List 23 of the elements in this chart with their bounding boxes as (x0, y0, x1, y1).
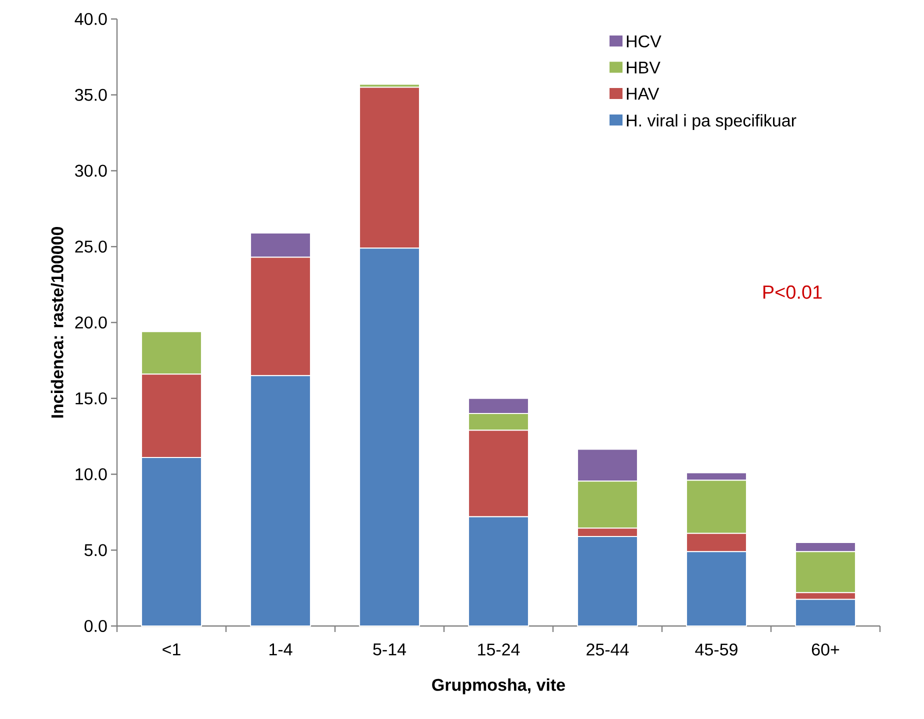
y-tick-label: 10.0 (76, 468, 107, 480)
legend-label: HCV (626, 35, 662, 48)
annotation: P<0.01 (763, 285, 822, 299)
x-tick-label: <1 (162, 644, 180, 656)
y-tick-label: 0.0 (84, 620, 107, 632)
y-tick-label: 20.0 (75, 316, 107, 329)
legend-label: H. viral i pa specifikuar (626, 114, 796, 130)
x-axis-title: Grupmosha, vite (432, 678, 565, 694)
x-tick-label: 25-44 (586, 644, 629, 656)
x-tick-label: 1-4 (270, 644, 292, 656)
x-tick-label: 5-14 (373, 644, 406, 656)
x-tick-label: 60+ (812, 644, 840, 656)
legend-label: HBV (626, 62, 660, 74)
x-tick-label: 15-24 (478, 644, 520, 656)
y-tick-label: 30.0 (75, 164, 107, 177)
x-tick-label: 45-59 (695, 644, 738, 656)
y-tick-label: 40.0 (74, 12, 107, 26)
y-tick-label: 35.0 (75, 88, 107, 101)
y-axis-title: Incidenca: raste/100000 (50, 226, 64, 418)
y-tick-label: 5.0 (84, 544, 107, 556)
y-tick-label: 25.0 (75, 240, 107, 253)
y-tick-label: 15.0 (76, 392, 107, 404)
legend-label: HAV (626, 88, 660, 100)
